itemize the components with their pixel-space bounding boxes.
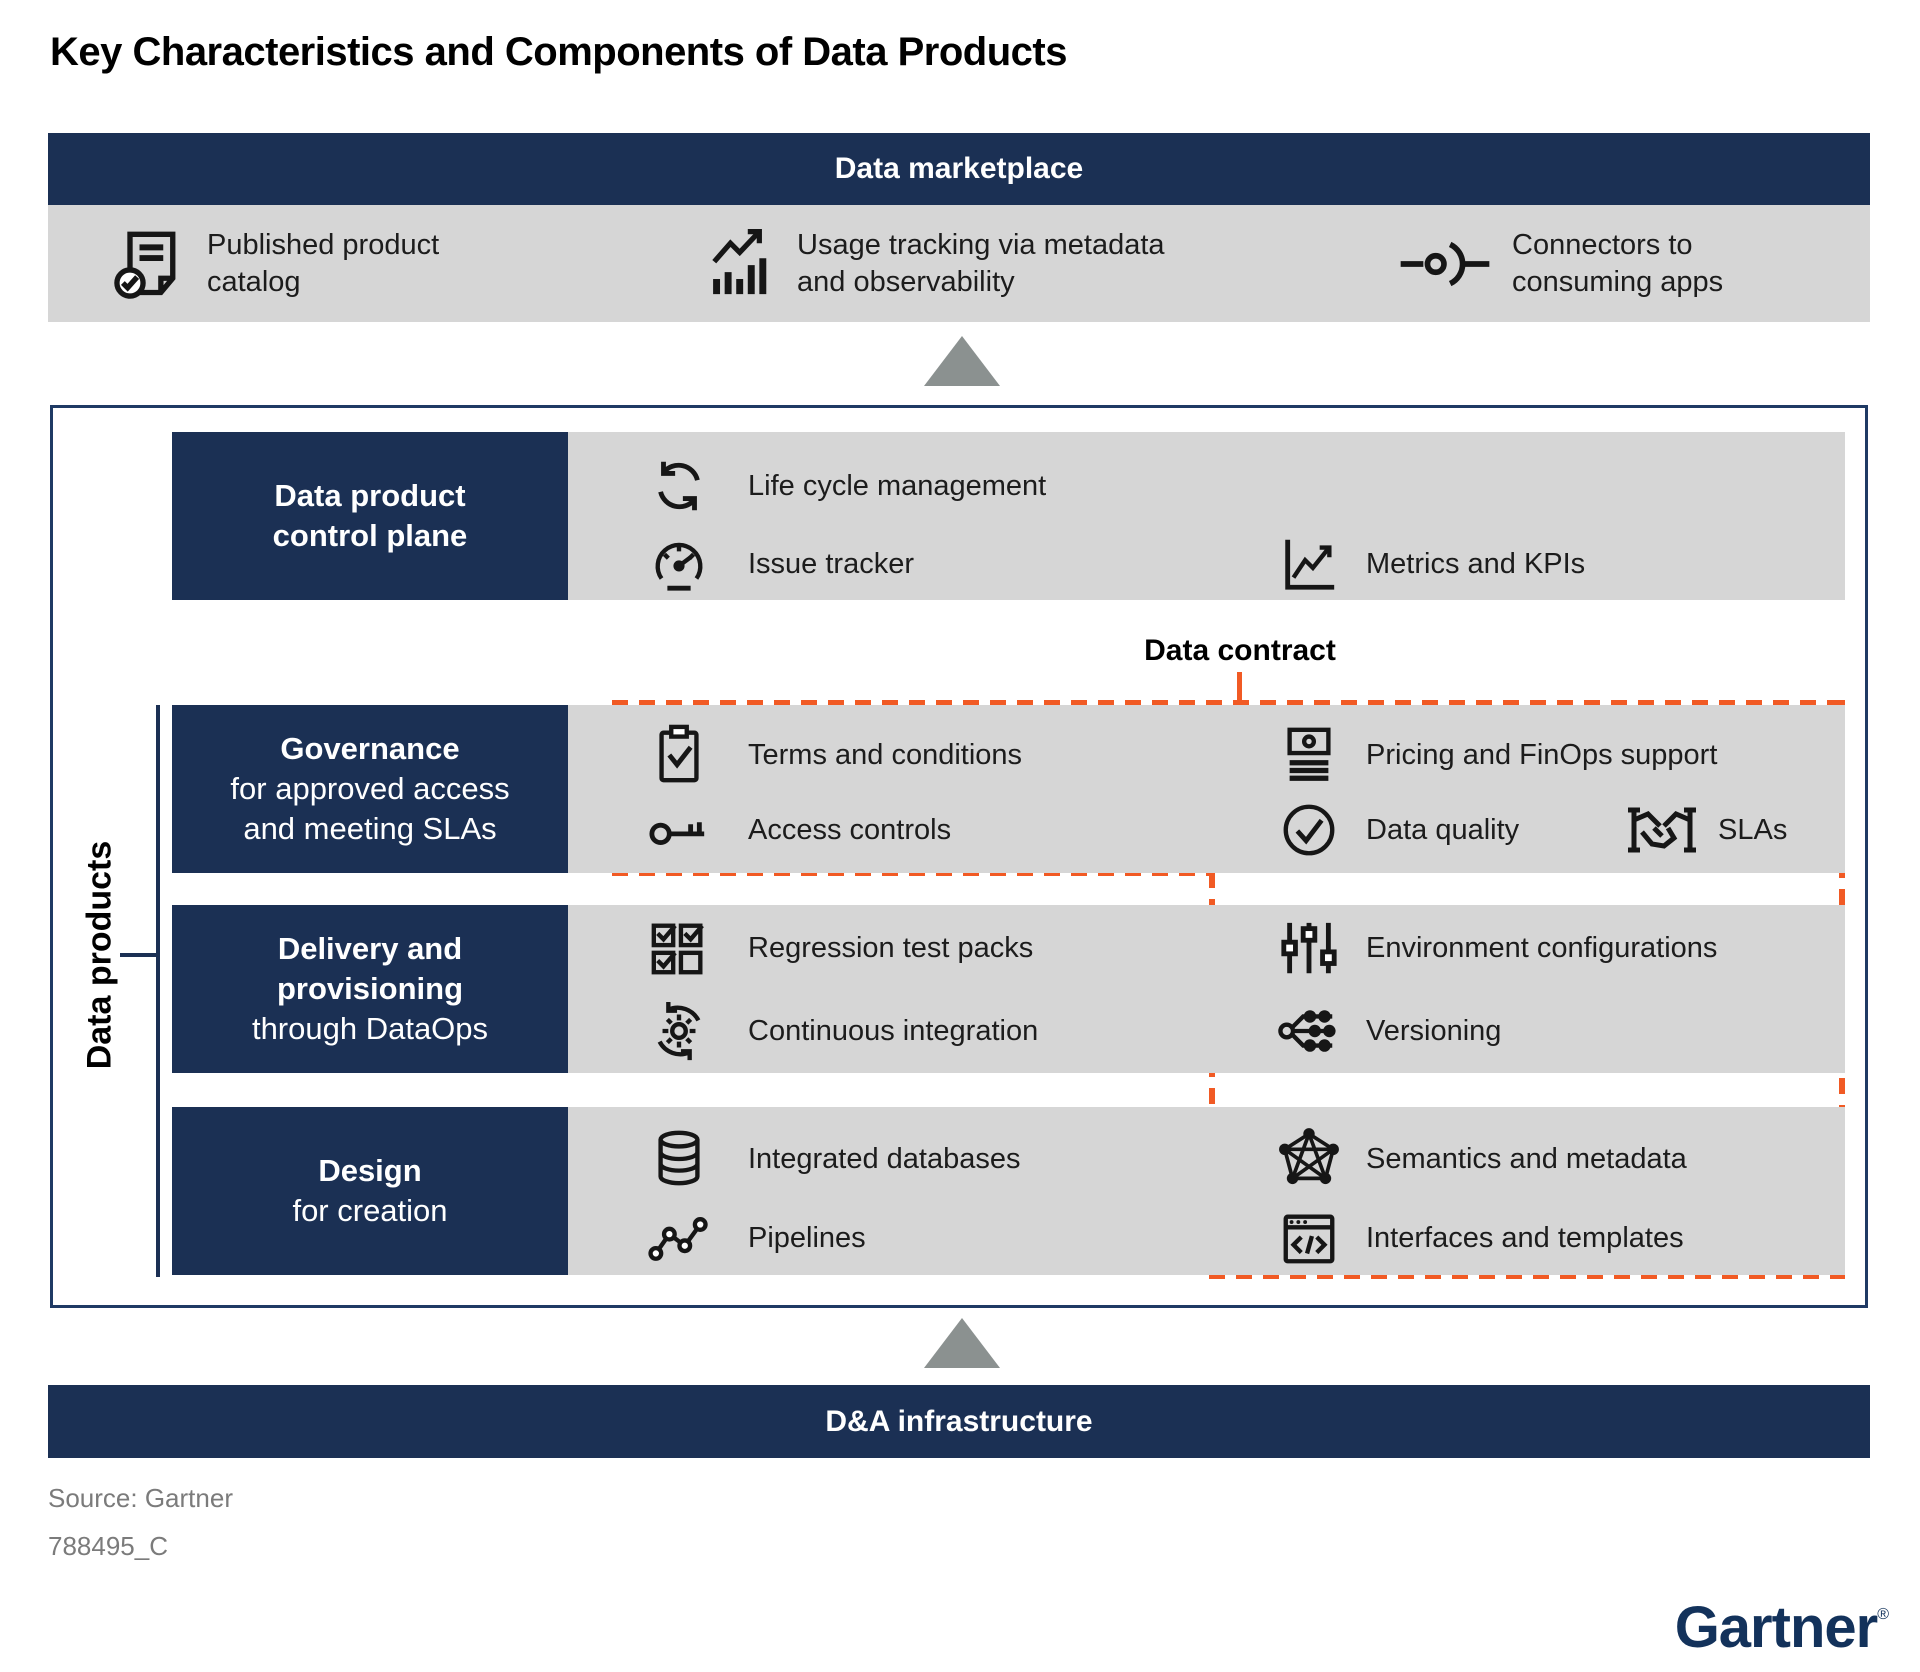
data-products-bracket-line — [156, 705, 160, 1277]
item-versioning: Versioning — [1278, 989, 1501, 1073]
item-label: Terms and conditions — [748, 738, 1023, 771]
item-label: Metrics and KPIs — [1366, 547, 1586, 580]
registered-mark: ® — [1877, 1606, 1889, 1623]
marketplace-item-usage-tracking: Usage tracking via metadata and observab… — [705, 205, 1165, 322]
data-contract-dash-mid-vertical — [1209, 872, 1215, 1279]
item-data-quality: Data quality — [1278, 788, 1519, 872]
delivery-title-line1: Delivery and — [277, 931, 463, 966]
delivery-content-band — [568, 905, 1845, 1073]
control-plane-title-line1: Data product — [274, 478, 466, 513]
item-slas: SLAs — [1624, 788, 1787, 872]
dna-infrastructure-title: D&A infrastructure — [825, 1404, 1093, 1438]
item-terms-and-conditions: Terms and conditions — [648, 713, 1022, 797]
item-interfaces-and-templates: Interfaces and templates — [1278, 1196, 1684, 1280]
governance-subtitle-line1: for approved access — [230, 771, 510, 806]
item-label: Pipelines — [748, 1221, 866, 1254]
marketplace-item-connectors: Connectors to consuming apps — [1398, 205, 1723, 322]
pipelines-icon — [648, 1211, 710, 1265]
dna-infrastructure-bar: D&A infrastructure — [48, 1385, 1870, 1458]
quality-icon — [1278, 799, 1340, 861]
item-issue-tracker: Issue tracker — [648, 522, 914, 606]
gartner-logo: Gartner® — [1674, 1594, 1889, 1661]
data-contract-dash-top — [612, 700, 1845, 706]
design-title: Design — [318, 1153, 422, 1188]
item-label: Data quality — [1366, 813, 1520, 846]
data-contract-label: Data contract — [1144, 634, 1336, 667]
item-label: Pricing and FinOps support — [1366, 738, 1718, 771]
document-id: 788495_C — [48, 1531, 168, 1561]
design-label-box: Design for creation — [172, 1107, 568, 1275]
semantics-icon — [1278, 1128, 1340, 1190]
marketplace-item-label: Usage tracking via metadata and observab… — [797, 228, 1165, 298]
governance-title: Governance — [280, 731, 460, 766]
item-label: Semantics and metadata — [1366, 1142, 1687, 1175]
item-metrics-and-kpis: Metrics and KPIs — [1278, 522, 1585, 606]
item-label: Integrated databases — [748, 1142, 1021, 1175]
marketplace-item-published-catalog: Published product catalog — [111, 205, 439, 322]
item-pricing-finops: Pricing and FinOps support — [1278, 713, 1717, 797]
data-contract-connector-line — [1237, 672, 1242, 702]
item-label: Regression test packs — [748, 931, 1034, 964]
ci-icon — [648, 1000, 710, 1062]
lifecycle-icon — [648, 455, 710, 517]
slas-icon — [1624, 801, 1700, 859]
control-plane-title-line2: control plane — [272, 518, 468, 553]
delivery-subtitle: through DataOps — [251, 1011, 489, 1046]
regression-icon — [648, 917, 710, 979]
item-label: Life cycle management — [748, 469, 1047, 502]
published-catalog-icon — [111, 226, 187, 302]
item-pipelines: Pipelines — [648, 1196, 866, 1280]
pricing-icon — [1278, 724, 1340, 786]
item-label: Environment configurations — [1366, 931, 1718, 964]
source-note: Source: Gartner — [48, 1483, 233, 1513]
governance-label-box: Governance for approved access and meeti… — [172, 705, 568, 873]
data-products-bracket-tick — [120, 953, 156, 957]
item-environment-configurations: Environment configurations — [1278, 906, 1717, 990]
item-semantics-and-metadata: Semantics and metadata — [1278, 1117, 1687, 1201]
page-title: Key Characteristics and Components of Da… — [50, 30, 1067, 74]
data-marketplace-bar: Data marketplace — [48, 133, 1870, 205]
data-contract-dash-governance-bottom — [612, 870, 1215, 876]
item-access-controls: Access controls — [648, 788, 951, 872]
databases-icon — [648, 1128, 710, 1190]
item-regression-test-packs: Regression test packs — [648, 906, 1033, 990]
item-life-cycle-management: Life cycle management — [648, 444, 1046, 528]
design-content-band — [568, 1107, 1845, 1275]
delivery-title-line2: provisioning — [277, 971, 463, 1006]
access-icon — [648, 799, 710, 861]
item-label: Access controls — [748, 813, 952, 846]
item-label: Continuous integration — [748, 1014, 1039, 1047]
governance-subtitle-line2: and meeting SLAs — [243, 811, 497, 846]
up-arrow-to-marketplace-icon — [924, 336, 1000, 386]
item-continuous-integration: Continuous integration — [648, 989, 1038, 1073]
data-products-vertical-label: Data products — [80, 840, 119, 1070]
control-plane-label-box: Data product control plane — [172, 432, 568, 600]
design-subtitle: for creation — [292, 1193, 448, 1228]
env-icon — [1278, 917, 1340, 979]
marketplace-item-label: Published product catalog — [207, 228, 440, 298]
interfaces-icon — [1278, 1207, 1340, 1269]
issue-tracker-icon — [648, 533, 710, 595]
item-label: Versioning — [1366, 1014, 1502, 1047]
connectors-icon — [1398, 231, 1492, 297]
data-marketplace-content-band — [48, 205, 1870, 322]
control-plane-content-band — [568, 432, 1845, 600]
up-arrow-to-data-products-icon — [924, 1318, 1000, 1368]
item-label: SLAs — [1718, 813, 1788, 846]
usage-tracking-icon — [705, 227, 779, 301]
item-label: Issue tracker — [748, 547, 914, 580]
versioning-icon — [1278, 1000, 1340, 1062]
delivery-label-box: Delivery and provisioning through DataOp… — [172, 905, 568, 1073]
metrics-icon — [1278, 533, 1340, 595]
item-label: Interfaces and templates — [1366, 1221, 1684, 1254]
data-marketplace-title: Data marketplace — [834, 152, 1084, 185]
marketplace-item-label: Connectors to consuming apps — [1512, 228, 1724, 298]
gartner-logo-text: Gartner — [1674, 1595, 1879, 1660]
data-contract-dash-bottom — [1209, 1273, 1845, 1279]
terms-icon — [648, 724, 710, 786]
item-integrated-databases: Integrated databases — [648, 1117, 1020, 1201]
